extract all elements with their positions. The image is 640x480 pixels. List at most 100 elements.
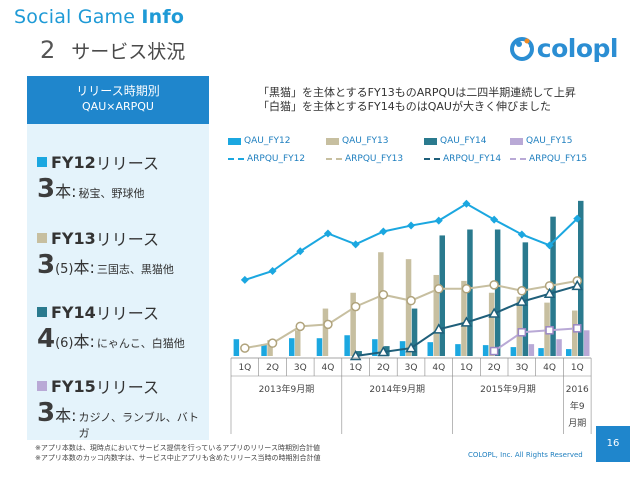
bar-qau_fy12-11 xyxy=(538,348,544,356)
fy13-label: FY13 xyxy=(51,228,96,248)
legend-item-arpqu-fy13: ARPQU_FY13 xyxy=(326,154,403,164)
point-arpqu_fy13-3 xyxy=(323,319,333,330)
fy15-suffix: リリース xyxy=(95,378,159,397)
point-arpqu_fy15-12 xyxy=(573,324,582,333)
x-tick-label-8: 1Q xyxy=(460,363,473,373)
panel-heading-line1: リリース時期別 xyxy=(76,84,160,98)
x-tick-label-5: 2Q xyxy=(377,363,390,373)
fy12-count: 3 xyxy=(37,174,56,204)
footer-note-2: ※アプリ本数のカッコ内数字は、サービス中止アプリも含めたリリース当時の時期別合計… xyxy=(35,454,321,462)
x-tick-label-12: 1Q xyxy=(571,363,584,373)
point-arpqu_fy14-11 xyxy=(543,287,556,298)
point-arpqu_fy14-9 xyxy=(488,307,500,318)
bar-qau_fy13-9 xyxy=(488,292,495,356)
line-arpqu_fy15 xyxy=(493,327,578,352)
fy14-label: FY14 xyxy=(51,302,96,322)
point-arpqu_fy13-8 xyxy=(461,284,472,294)
point-arpqu_fy13-9 xyxy=(489,280,499,290)
legend-item-qau-fy14: QAU_FY14 xyxy=(424,136,486,146)
point-arpqu_fy12-3 xyxy=(323,229,332,238)
x-tick-label-10: 3Q xyxy=(515,363,528,373)
year-group-label-1: 2014年9月期 xyxy=(369,383,425,395)
x-tick-label-3: 4Q xyxy=(322,363,335,373)
x-tick-label-0: 1Q xyxy=(238,363,251,373)
legend-swatch-4 xyxy=(228,158,244,160)
point-arpqu_fy13-6 xyxy=(406,295,416,306)
header-title: Social Game Info xyxy=(14,6,184,28)
legend-item-arpqu-fy14: ARPQU_FY14 xyxy=(424,154,501,164)
legend-swatch-1 xyxy=(326,137,339,145)
x-tick-label-1: 2Q xyxy=(266,363,279,373)
bar-qau_fy12-7 xyxy=(427,342,433,356)
header-title-light: Social Game xyxy=(14,6,142,28)
bar-qau_fy12-9 xyxy=(482,345,489,356)
point-arpqu_fy13-4 xyxy=(350,301,361,312)
bar-qau_fy12-8 xyxy=(455,344,461,356)
bar-qau_fy14-7 xyxy=(439,235,445,356)
x-tick-label-2: 3Q xyxy=(294,363,307,373)
fy14-group: FY14 リリース 4 (6) 本: にゃんこ、白猫他 xyxy=(37,300,185,354)
bar-qau_fy13-12 xyxy=(572,310,578,356)
point-arpqu_fy12-6 xyxy=(407,221,416,230)
year-group-label-2: 2015年9月期 xyxy=(480,383,536,395)
point-arpqu_fy12-1 xyxy=(268,267,277,276)
bar-qau_fy15-12 xyxy=(584,330,590,356)
bar-qau_fy14-8 xyxy=(467,229,473,356)
description-line1: 「黒猫」を主体とするFY13ものARPQUは二四半期連続して上昇 xyxy=(258,86,576,99)
x-tick-label-7: 4Q xyxy=(432,363,445,373)
fy13-paren: (5) xyxy=(55,262,74,277)
bar-qau_fy15-11 xyxy=(556,339,562,356)
fy14-paren: (6) xyxy=(55,336,74,351)
colopl-logo-text: colopl xyxy=(536,33,619,63)
bar-qau_fy13-1 xyxy=(267,340,273,356)
fy14-suffix: リリース xyxy=(95,304,159,323)
fy14-titles: にゃんこ、白猫他 xyxy=(96,337,185,350)
legend-label-3: QAU_FY15 xyxy=(526,136,573,146)
year-group-label-0: 2013年9月期 xyxy=(259,383,315,395)
point-arpqu_fy15-11 xyxy=(545,326,554,335)
bar-qau_fy12-10 xyxy=(510,347,517,356)
fy13-color-swatch xyxy=(37,233,47,243)
description-line2: 「白猫」を主体とするFY14ものはQAUが大きく伸びました xyxy=(258,100,551,113)
header-title-bold: Info xyxy=(141,6,185,28)
point-arpqu_fy14-6 xyxy=(405,342,417,353)
point-arpqu_fy12-9 xyxy=(490,215,499,224)
fy15-titles: カジノ、ランブル、バトガ xyxy=(78,411,200,440)
legend-label-1: QAU_FY13 xyxy=(342,136,389,146)
fy12-color-swatch xyxy=(37,157,47,167)
point-arpqu_fy14-5 xyxy=(377,346,390,357)
fy15-count: 3 xyxy=(37,398,56,428)
bar-qau_fy14-4 xyxy=(356,351,362,356)
bar-qau_fy13-8 xyxy=(461,280,467,356)
colopl-logo: colopl xyxy=(509,30,619,66)
fy15-group: FY15 リリース 3 本: カジノ、ランブル、バトガ xyxy=(37,374,209,441)
chart-description: 「黒猫」を主体とするFY13ものARPQUは二四半期連続して上昇 「白猫」を主体… xyxy=(258,86,576,114)
point-arpqu_fy13-1 xyxy=(267,338,278,348)
fy14-count: 4 xyxy=(37,324,56,354)
section-title: サービス状況 xyxy=(71,41,186,63)
section-number: 2 xyxy=(40,36,56,64)
point-arpqu_fy12-4 xyxy=(351,240,360,249)
bar-qau_fy12-5 xyxy=(372,339,378,356)
legend-swatch-3 xyxy=(510,137,523,145)
point-arpqu_fy12-0 xyxy=(240,275,249,284)
x-tick-label-4: 1Q xyxy=(349,363,362,373)
point-arpqu_fy14-7 xyxy=(432,323,445,334)
legend-item-qau-fy13: QAU_FY13 xyxy=(326,136,388,146)
legend-label-2: QAU_FY14 xyxy=(440,136,487,146)
point-arpqu_fy12-8 xyxy=(462,199,471,208)
point-arpqu_fy14-10 xyxy=(516,295,528,306)
legend-label-6: ARPQU_FY14 xyxy=(443,154,502,164)
fy14-color-swatch xyxy=(37,307,47,317)
release-period-panel-header: リリース時期別 QAU×ARPQU xyxy=(27,76,209,124)
chart-legend: QAU_FY12 QAU_FY13 QAU_FY14 QAU_FY15 ARPQU_FY… xyxy=(228,136,628,176)
copyright: COLOPL, Inc. All Rights Reserved xyxy=(468,451,583,459)
point-arpqu_fy12-7 xyxy=(434,216,443,225)
footer-note-1: ※アプリ本数は、現時点においてサービス提供を行っているアプリのリリース時期別合計… xyxy=(35,444,320,452)
point-arpqu_fy14-12 xyxy=(571,279,584,291)
page-number: 16 xyxy=(596,426,630,462)
fy13-suffix: リリース xyxy=(95,230,159,249)
legend-item-arpqu-fy15: ARPQU_FY15 xyxy=(510,154,587,164)
x-tick-label-6: 3Q xyxy=(405,363,418,373)
x-tick-label-11: 4Q xyxy=(543,363,556,373)
